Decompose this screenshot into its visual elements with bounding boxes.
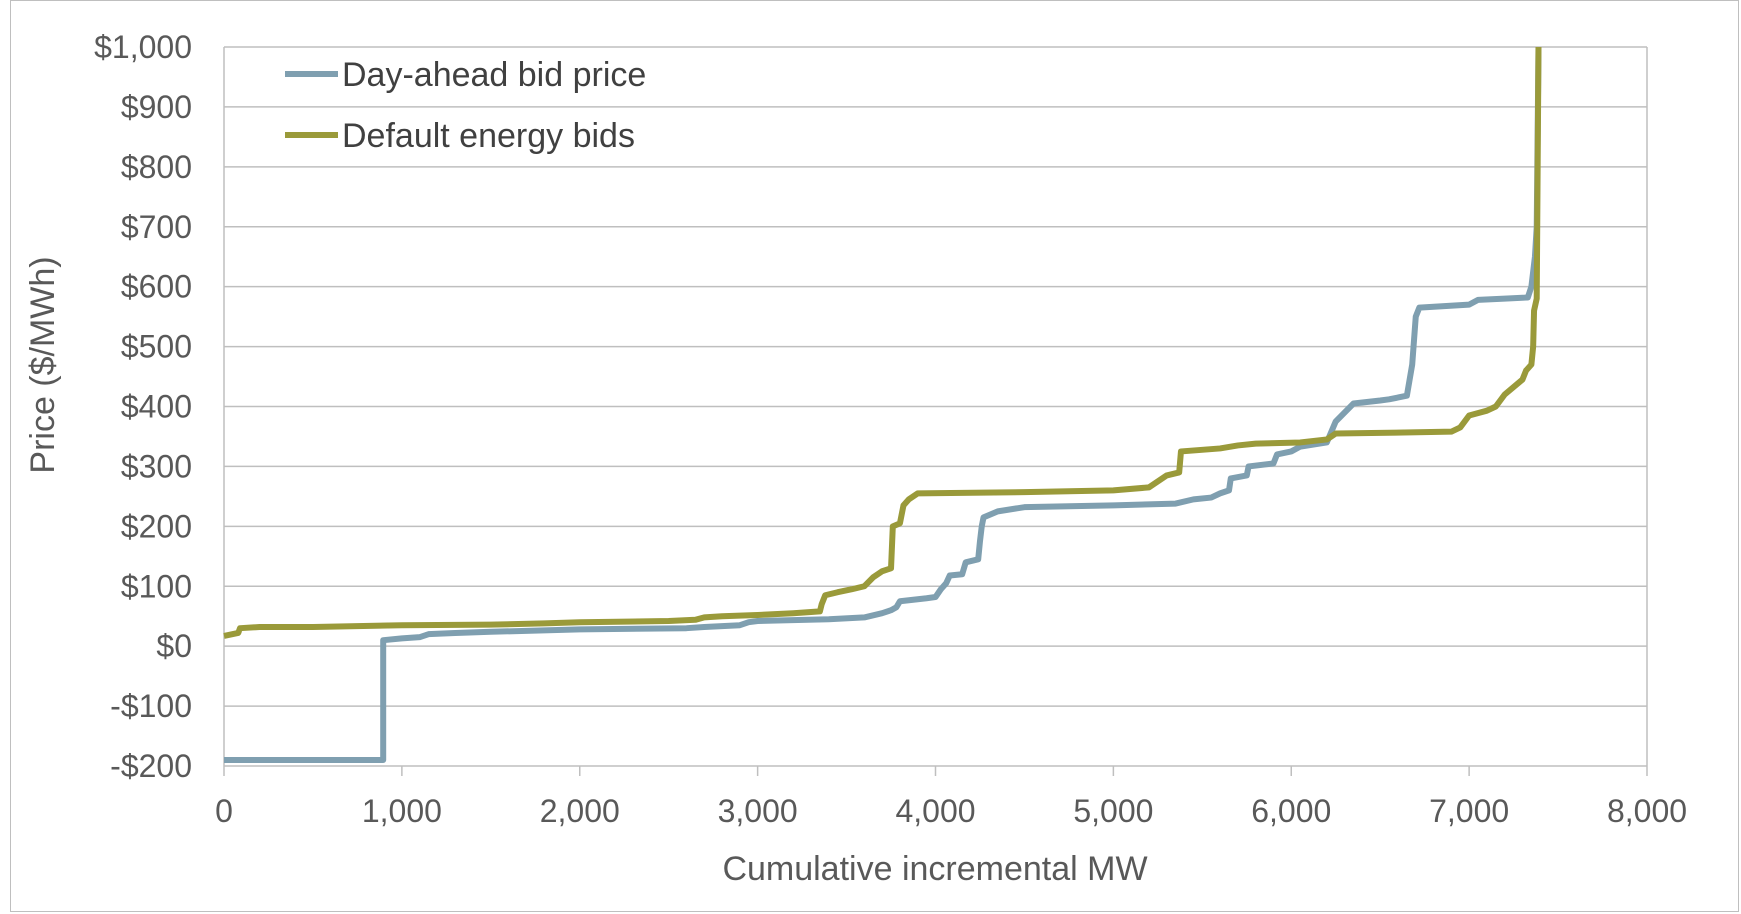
y-tick-label: $0 xyxy=(156,628,192,664)
y-tick-label: $700 xyxy=(121,209,192,245)
y-tick-label: $600 xyxy=(121,269,192,305)
x-tick-labels: 0 1,000 2,000 3,000 4,000 5,000 6,000 7,000 8,00… xyxy=(215,793,1687,829)
x-tick-label: 5,000 xyxy=(1073,793,1153,829)
y-tick-label: -$200 xyxy=(110,748,192,784)
y-tick-labels: $1,000 $900 $800 $700 $600 $500 $400 $300 $200 $1… xyxy=(94,29,192,784)
y-tick-label: $200 xyxy=(121,508,192,544)
series-day-ahead-bid-price xyxy=(224,46,1542,764)
legend-label-day-ahead: Day-ahead bid price xyxy=(342,56,646,94)
series-layer xyxy=(223,46,1542,764)
x-tick-label: 6,000 xyxy=(1251,793,1331,829)
series-default-energy-bids xyxy=(223,46,1542,639)
x-tick-label: 8,000 xyxy=(1607,793,1687,829)
y-tick-label: $400 xyxy=(121,389,192,425)
x-tick-label: 3,000 xyxy=(718,793,798,829)
y-axis-title: Price ($/MWh) xyxy=(24,256,62,473)
y-tick-label: $500 xyxy=(121,329,192,365)
x-tick-label: 0 xyxy=(215,793,233,829)
legend-label-default-energy: Default energy bids xyxy=(342,117,635,155)
x-tick-label: 2,000 xyxy=(540,793,620,829)
y-tick-label: $1,000 xyxy=(94,29,192,65)
x-tick-label: 4,000 xyxy=(895,793,975,829)
legend: Day-ahead bid price Default energy bids xyxy=(285,56,646,155)
x-tick-label: 1,000 xyxy=(362,793,442,829)
y-tick-label: $800 xyxy=(121,149,192,185)
y-tick-label: $100 xyxy=(121,568,192,604)
y-tick-label: -$100 xyxy=(110,688,192,724)
gridlines xyxy=(223,46,1648,776)
y-tick-label: $300 xyxy=(121,448,192,484)
x-axis-title: Cumulative incremental MW xyxy=(722,850,1147,888)
x-tick-label: 7,000 xyxy=(1429,793,1509,829)
y-tick-label: $900 xyxy=(121,89,192,125)
